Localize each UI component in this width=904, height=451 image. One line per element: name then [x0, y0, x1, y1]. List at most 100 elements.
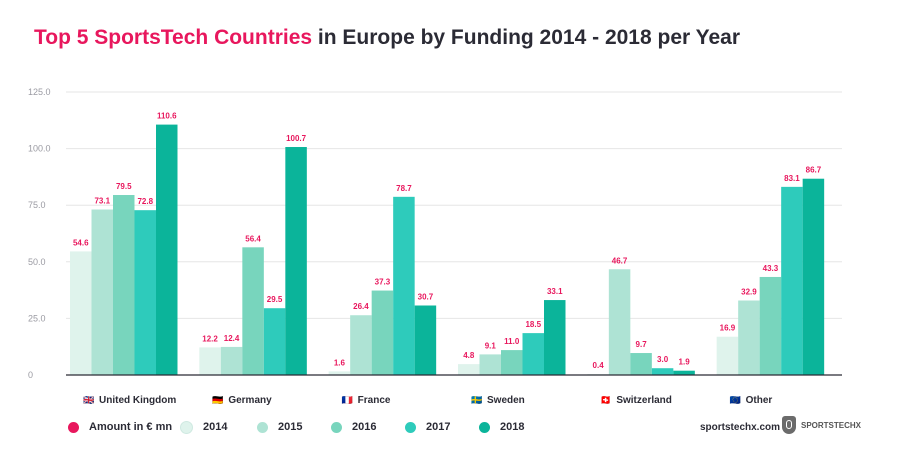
bar-2017-2: [393, 196, 415, 375]
axis: 0 25.0 50.0 75.0 100.0 125.0 🇬🇧 United Kingdom 🇩…: [28, 87, 842, 406]
data-label: 26.4: [353, 302, 369, 311]
data-label: 12.4: [224, 334, 240, 343]
data-label: 1.6: [334, 358, 346, 367]
y-tick-label: 75.0: [28, 200, 46, 210]
data-label: 73.1: [94, 197, 110, 206]
shield-icon: [782, 416, 796, 434]
data-label: 78.7: [396, 184, 412, 193]
data-label: 9.1: [485, 341, 497, 350]
data-label: 16.9: [720, 324, 736, 333]
legend-dot-2015: [257, 421, 268, 433]
bar-2015-1: [220, 346, 243, 375]
data-label: 18.5: [525, 320, 541, 329]
data-label: 1.9: [679, 358, 691, 367]
bar-2018-4: [673, 370, 695, 375]
data-label: 11.0: [504, 337, 520, 346]
legend-label-2018: 2018: [500, 421, 525, 433]
data-label: 110.6: [157, 112, 177, 121]
data-label: 72.8: [137, 197, 153, 206]
data-label: 37.3: [375, 278, 391, 287]
data-label: 83.1: [784, 174, 800, 183]
category-label: United Kingdom: [99, 395, 176, 406]
legend-dot-2017: [405, 421, 416, 433]
bar-2014-3: [458, 364, 480, 375]
legend-dot-2014: [180, 420, 193, 434]
bar-2016-0: [113, 195, 135, 375]
bar-2018-2: [414, 305, 437, 375]
legend-label-2014: 2014: [203, 421, 228, 433]
brand-logo-text: SPORTSTECHX: [801, 420, 862, 430]
category-label: Germany: [228, 395, 272, 406]
data-label: 29.5: [267, 295, 283, 304]
category-flag-icon: 🇨🇭: [600, 394, 611, 406]
data-label: 56.4: [245, 234, 261, 243]
bar-2015-3: [479, 354, 501, 375]
data-label: 9.7: [636, 340, 648, 349]
legend-measure-dot: [68, 421, 79, 433]
y-tick-label: 50.0: [28, 257, 46, 267]
bar-2018-5: [802, 178, 825, 375]
legend-item-2018: 2018: [479, 421, 524, 433]
legend-item-2016: 2016: [331, 421, 405, 433]
bar-2018-1: [285, 147, 307, 375]
y-tick-label: 125.0: [28, 87, 51, 97]
category-flag-icon: 🇫🇷: [342, 395, 353, 406]
bar-2015-5: [738, 300, 760, 375]
legend-label-2015: 2015: [278, 421, 303, 433]
bar-2017-5: [781, 186, 803, 375]
legend-item-2014: 2014: [180, 420, 257, 434]
data-label: 4.8: [463, 351, 475, 360]
bar-2015-0: [91, 209, 113, 375]
bar-2015-4: [608, 269, 631, 375]
category-flag-icon: 🇩🇪: [212, 395, 223, 406]
category-label: Other: [746, 395, 773, 406]
bar-2017-0: [134, 210, 156, 375]
bar-2017-4: [651, 368, 674, 375]
legend-label-2017: 2017: [426, 421, 451, 433]
legend-measure: Amount in € mn: [68, 421, 180, 433]
category-flag-icon: 🇸🇪: [471, 395, 482, 406]
bars: [70, 124, 825, 376]
data-label: 32.9: [741, 288, 757, 297]
y-tick-label: 100.0: [28, 144, 51, 154]
bar-2017-3: [522, 333, 544, 375]
category-label: Switzerland: [616, 395, 672, 406]
bar-2014-5: [716, 336, 739, 375]
bar-2017-1: [263, 308, 286, 375]
category-flag-icon: 🇬🇧: [83, 395, 94, 406]
title-rest: in Europe by Funding 2014 - 2018 per Yea…: [312, 26, 741, 49]
legend-item-2015: 2015: [257, 421, 331, 433]
brand-url: sportstechx.com: [700, 422, 781, 433]
brand-logo: SPORTSTECHX: [782, 416, 861, 434]
bar-2015-2: [350, 315, 372, 375]
data-label: 43.3: [763, 264, 779, 273]
data-labels: 54.6 73.1 79.5 72.8 110.6 12.2 12.4 56.4 29.5 100…: [73, 112, 822, 370]
data-label: 30.7: [418, 292, 434, 301]
title-accent: Top 5 SportsTech Countries: [34, 26, 313, 49]
legend-dot-2016: [331, 421, 342, 433]
legend: Amount in € mn 2014 2015 2016 2017 2018: [68, 418, 524, 436]
bar-2016-1: [242, 247, 264, 375]
bar-2018-0: [156, 124, 178, 376]
data-label: 46.7: [612, 256, 628, 265]
bar-2016-3: [501, 350, 523, 375]
legend-dot-2018: [479, 421, 490, 433]
legend-label-2016: 2016: [352, 421, 377, 433]
bar-2014-2: [328, 371, 351, 375]
legend-measure-label: Amount in € mn: [89, 421, 173, 433]
chart-title: Top 5 SportsTech Countries in Europe by …: [34, 26, 740, 50]
bar-2014-1: [199, 347, 221, 375]
data-label: 33.1: [547, 287, 563, 296]
y-tick-label: 25.0: [28, 313, 46, 323]
bar-2014-0: [70, 251, 92, 375]
data-label: 100.7: [286, 134, 307, 143]
data-label: 0.4: [593, 361, 605, 370]
category-flag-icon: 🇪🇺: [730, 395, 741, 406]
legend-item-2017: 2017: [405, 421, 479, 433]
data-label: 12.2: [202, 334, 218, 343]
bar-2016-2: [371, 290, 394, 375]
data-label: 79.5: [116, 182, 132, 191]
data-label: 3.0: [657, 355, 669, 364]
data-label: 54.6: [73, 238, 89, 247]
